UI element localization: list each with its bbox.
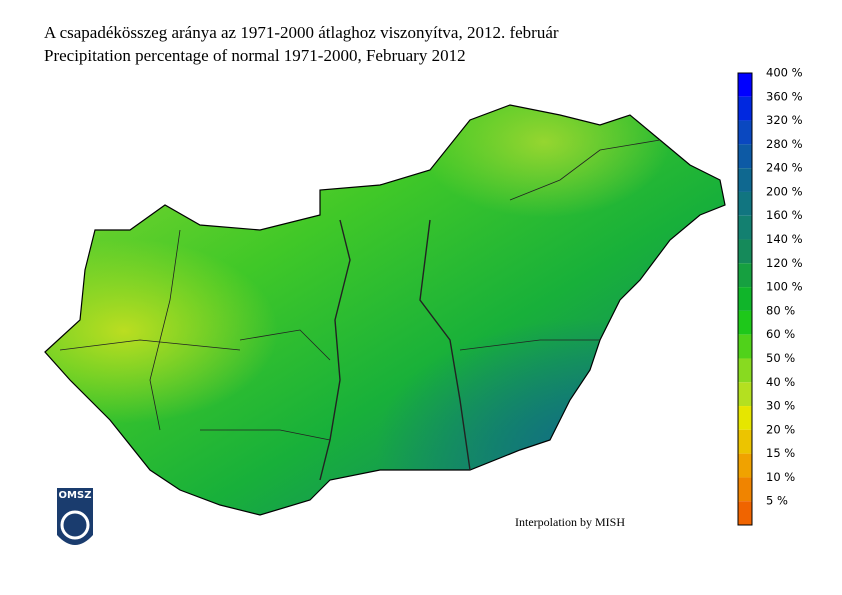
legend: 400 % 360 % 320 % 280 % 240 % 200 % 160 % 140 %… bbox=[737, 66, 803, 526]
legend-swatch bbox=[738, 477, 752, 502]
legend-label: 140 % bbox=[766, 232, 803, 246]
legend-swatch bbox=[738, 287, 752, 311]
logo-text: OMSZ bbox=[59, 490, 92, 501]
legend-label: 10 % bbox=[766, 470, 795, 484]
legend-label: 40 % bbox=[766, 375, 795, 389]
legend-label: 320 % bbox=[766, 113, 803, 127]
legend-swatch bbox=[738, 144, 752, 169]
legend-label: 400 % bbox=[766, 66, 803, 80]
legend-swatch bbox=[738, 406, 752, 430]
county-borders bbox=[59, 139, 661, 481]
legend-swatch bbox=[738, 501, 752, 525]
legend-swatch bbox=[738, 310, 752, 335]
legend-swatch bbox=[738, 263, 752, 288]
legend-swatch bbox=[738, 239, 752, 264]
legend-label: 80 % bbox=[766, 303, 795, 317]
map-fill bbox=[45, 105, 725, 515]
legend-swatch bbox=[738, 73, 752, 97]
legend-frame bbox=[737, 72, 753, 526]
legend-swatch bbox=[738, 429, 752, 454]
legend-label: 240 % bbox=[766, 161, 803, 175]
legend-label: 360 % bbox=[766, 89, 803, 103]
subtitle: Precipitation percentage of normal 1971-… bbox=[44, 46, 466, 65]
credit: Interpolation by MISH bbox=[515, 515, 625, 529]
legend-swatch bbox=[738, 215, 752, 240]
legend-swatch bbox=[738, 453, 752, 478]
legend-label: 100 % bbox=[766, 280, 803, 294]
legend-label: 20 % bbox=[766, 422, 795, 436]
legend-label: 50 % bbox=[766, 351, 795, 365]
legend-swatch bbox=[738, 120, 752, 145]
legend-label: 160 % bbox=[766, 208, 803, 222]
legend-swatch bbox=[738, 358, 752, 383]
legend-swatch bbox=[738, 96, 752, 121]
legend-label: 280 % bbox=[766, 137, 803, 151]
legend-label: 5 % bbox=[766, 494, 788, 508]
legend-swatch bbox=[738, 191, 752, 216]
legend-label: 30 % bbox=[766, 399, 795, 413]
legend-label: 15 % bbox=[766, 446, 795, 460]
legend-swatch bbox=[738, 168, 752, 192]
legend-label: 60 % bbox=[766, 327, 795, 341]
legend-label: 200 % bbox=[766, 184, 803, 198]
title: A csapadékösszeg aránya az 1971-2000 átl… bbox=[44, 23, 559, 42]
legend-swatch bbox=[738, 382, 752, 407]
logo: OMSZ bbox=[57, 488, 93, 545]
legend-label: 120 % bbox=[766, 256, 803, 270]
legend-swatch bbox=[738, 334, 752, 359]
